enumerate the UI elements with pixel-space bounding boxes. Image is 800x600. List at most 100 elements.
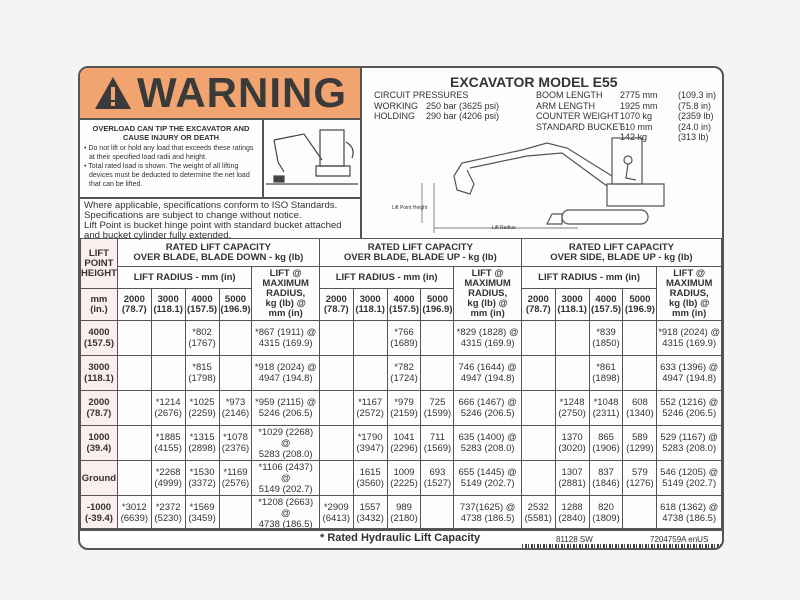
capacity-cell: *1167 (2572) bbox=[352, 390, 388, 426]
spec-imperial: (2359 lb) bbox=[678, 111, 714, 121]
lift-radius-header: LIFT RADIUS - mm (in) bbox=[116, 266, 253, 289]
group-header: RATED LIFT CAPACITY OVER BLADE, BLADE UP… bbox=[318, 238, 522, 267]
excavator-diagram bbox=[421, 137, 665, 233]
capacity-cell: *1569 (3459) bbox=[184, 495, 220, 531]
capacity-cell: 989 (2180) bbox=[386, 495, 422, 531]
capacity-cell: *1169 (2576) bbox=[218, 460, 253, 496]
lift-capacity-table: LIFT POINT HEIGHT RATED LIFT CAPACITY OVE… bbox=[80, 238, 722, 531]
capacity-cell bbox=[318, 320, 354, 356]
table-row: 3000 (118.1) *815 (1798) *918 (2024) @ 494… bbox=[80, 355, 722, 391]
spec-metric: 142 kg bbox=[620, 132, 648, 142]
capacity-cell: *1315 (2898) bbox=[184, 425, 220, 461]
capacity-cell: *867 (1911) @ 4315 (169.9) bbox=[251, 320, 320, 356]
spec-label: BOOM LENGTH bbox=[536, 90, 603, 100]
capacity-cell bbox=[318, 390, 354, 426]
pressure-value: 250 bar (3625 psi) bbox=[426, 100, 500, 111]
capacity-cell bbox=[520, 355, 556, 391]
capacity-cell bbox=[554, 355, 590, 391]
lift-radius-header: LIFT RADIUS - mm (in) bbox=[318, 266, 455, 289]
group-header: RATED LIFT CAPACITY OVER SIDE, BLADE UP … bbox=[520, 238, 722, 267]
capacity-cell: *918 (2024) @ 4947 (194.8) bbox=[251, 355, 320, 391]
table-row: Ground *2268 (4999) *1530 (3372) *1169 (257… bbox=[80, 460, 722, 496]
capacity-cell: *815 (1798) bbox=[184, 355, 220, 391]
radius-header: 4000 (157.5) bbox=[386, 288, 422, 321]
capacity-cell bbox=[420, 320, 455, 356]
spec-metric: 2775 mm bbox=[620, 90, 658, 100]
capacity-cell bbox=[520, 390, 556, 426]
capacity-cell bbox=[218, 355, 253, 391]
capacity-cell: 820 (1809) bbox=[588, 495, 624, 531]
capacity-cell: *1790 (3947) bbox=[352, 425, 388, 461]
capacity-cell: 865 (1906) bbox=[588, 425, 624, 461]
capacity-cell bbox=[420, 495, 455, 531]
iso-note: Where applicable, specifications conform… bbox=[80, 199, 362, 241]
lift-height-cell: 1000 (39.4) bbox=[80, 425, 118, 461]
unit-header: mm (in.) bbox=[80, 288, 118, 321]
spec-label: COUNTER WEIGHT bbox=[536, 111, 619, 121]
capacity-cell: *861 (1898) bbox=[588, 355, 624, 391]
lift-height-cell: 2000 (78.7) bbox=[80, 390, 118, 426]
spec-imperial: (75.8 in) bbox=[678, 100, 712, 111]
capacity-cell: 546 (1205) @ 5149 (202.7) bbox=[656, 460, 722, 496]
capacity-cell bbox=[520, 320, 556, 356]
barcode bbox=[522, 544, 722, 548]
capacity-cell: *2268 (4999) bbox=[150, 460, 186, 496]
tipping-excavator-illustration bbox=[264, 120, 362, 199]
capacity-cell bbox=[218, 320, 253, 356]
capacity-cell: 837 (1846) bbox=[588, 460, 624, 496]
capacity-cell: *1029 (2268) @ 5283 (208.0) bbox=[251, 425, 320, 461]
capacity-cell: 608 (1340) bbox=[622, 390, 658, 426]
capacity-cell: 655 (1445) @ 5149 (202.7) bbox=[453, 460, 522, 496]
radius-header: 2000 (78.7) bbox=[318, 288, 354, 321]
spec-metric: 610 mm bbox=[620, 121, 653, 132]
spec-imperial: (109.3 in) bbox=[678, 90, 717, 100]
max-radius-header: LIFT @ MAXIMUM RADIUS, kg (lb) @ mm (in) bbox=[656, 266, 722, 321]
lift-height-cell: 4000 (157.5) bbox=[80, 320, 118, 356]
capacity-cell bbox=[116, 460, 152, 496]
capacity-cell: 552 (1216) @ 5246 (206.5) bbox=[656, 390, 722, 426]
spec-label: STANDARD BUCKET bbox=[536, 121, 624, 132]
table-row: 1000 (39.4) *1885 (4155) *1315 (2898) *1078… bbox=[80, 425, 722, 461]
capacity-cell bbox=[420, 355, 455, 391]
radius-header: 5000 (196.9) bbox=[218, 288, 253, 321]
model-specs-panel: EXCAVATOR MODEL E55 CIRCUIT PRESSURES WO… bbox=[362, 68, 722, 238]
capacity-cell: 2532 (5581) bbox=[520, 495, 556, 531]
radius-header: 2000 (78.7) bbox=[520, 288, 556, 321]
warning-bullet: • Total rated load is shown. The weight … bbox=[84, 163, 250, 188]
radius-header: 4000 (157.5) bbox=[588, 288, 624, 321]
capacity-cell bbox=[622, 355, 658, 391]
capacity-cell bbox=[116, 390, 152, 426]
capacity-cell: 589 (1299) bbox=[622, 425, 658, 461]
capacity-cell: *1885 (4155) bbox=[150, 425, 186, 461]
warning-title: WARNING bbox=[137, 69, 347, 116]
lift-height-cell: Ground bbox=[80, 460, 118, 496]
radius-header: 2000 (78.7) bbox=[116, 288, 152, 321]
capacity-cell bbox=[520, 460, 556, 496]
capacity-cell: *829 (1828) @ 4315 (169.9) bbox=[453, 320, 522, 356]
capacity-cell: *959 (2115) @ 5246 (206.5) bbox=[251, 390, 320, 426]
capacity-cell bbox=[352, 355, 388, 391]
capacity-cell: 666 (1467) @ 5246 (206.5) bbox=[453, 390, 522, 426]
capacity-cell bbox=[116, 355, 152, 391]
capacity-cell bbox=[520, 425, 556, 461]
capacity-cell: *918 (2024) @ 4315 (169.9) bbox=[656, 320, 722, 356]
spec-imperial: (24.0 in) bbox=[678, 121, 712, 132]
capacity-cell: 737(1625) @ 4738 (186.5) bbox=[453, 495, 522, 531]
capacity-cell bbox=[318, 460, 354, 496]
spec-label: ARM LENGTH bbox=[536, 100, 596, 111]
radius-header: 5000 (196.9) bbox=[420, 288, 455, 321]
capacity-cell: *2909 (6413) bbox=[318, 495, 354, 531]
capacity-cell bbox=[318, 425, 354, 461]
capacity-cell: *766 (1689) bbox=[386, 320, 422, 356]
max-radius-header: LIFT @ MAXIMUM RADIUS, kg (lb) @ mm (in) bbox=[453, 266, 522, 321]
warning-triangle-icon bbox=[95, 77, 131, 109]
capacity-cell: 635 (1400) @ 5283 (208.0) bbox=[453, 425, 522, 461]
capacity-cell: *1530 (3372) bbox=[184, 460, 220, 496]
capacity-cell: *782 (1724) bbox=[386, 355, 422, 391]
capacity-cell: *979 (2159) bbox=[386, 390, 422, 426]
radius-header: 3000 (118.1) bbox=[352, 288, 388, 321]
lift-point-header: LIFT POINT HEIGHT bbox=[80, 238, 118, 289]
spec-metric: 1070 kg bbox=[620, 111, 653, 121]
model-title: EXCAVATOR MODEL E55 bbox=[450, 74, 618, 90]
max-radius-header: LIFT @ MAXIMUM RADIUS, kg (lb) @ mm (in) bbox=[251, 266, 320, 321]
